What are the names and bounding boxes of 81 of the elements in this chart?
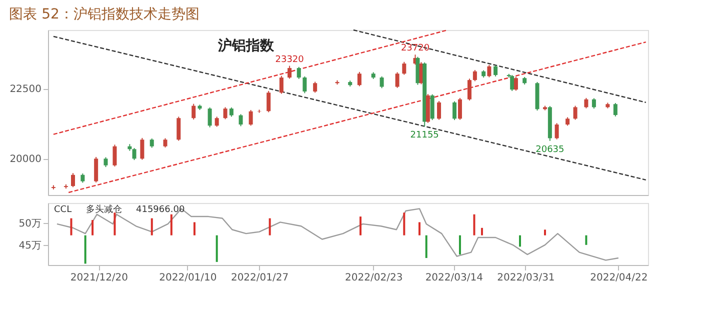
candlestick (357, 71, 362, 87)
candlestick (296, 66, 301, 80)
bar (193, 222, 196, 236)
candlestick (613, 102, 618, 117)
bar (92, 220, 94, 236)
y-tick-label: 45万 (18, 240, 42, 252)
annotation: CCL (54, 205, 72, 215)
candlestick (112, 144, 117, 167)
chart-title: 图表 52：沪铝指数技术走势图 (9, 6, 200, 22)
y-tick-label: 50万 (18, 218, 42, 230)
bar (585, 235, 588, 245)
annotation: 23720 (400, 44, 430, 54)
annotation: 沪铝指数 (217, 37, 275, 54)
bar (473, 214, 476, 236)
candlestick (71, 172, 75, 188)
candlestick (192, 103, 196, 120)
x-tick-label: 2022/04/22 (590, 272, 648, 284)
bar (268, 218, 271, 236)
bar (70, 218, 72, 236)
candlestick (150, 138, 154, 148)
candlestick (452, 100, 457, 121)
y-tick-label: 20000 (10, 154, 42, 166)
candlestick (554, 122, 559, 140)
candlestick (402, 61, 406, 76)
candlestick (430, 94, 434, 121)
candlestick (248, 109, 253, 126)
candlestick (472, 69, 477, 82)
candlestick (592, 98, 596, 110)
x-tick-label: 2022/03/14 (425, 272, 483, 284)
annotation: 20635 (536, 144, 564, 155)
candlestick (266, 90, 271, 113)
candlestick (437, 100, 442, 120)
bar (458, 235, 461, 255)
candlestick (514, 76, 518, 92)
bar (150, 218, 153, 236)
candlestick (80, 172, 85, 184)
candlestick (395, 72, 400, 88)
bar (544, 230, 546, 236)
candlestick (132, 148, 136, 161)
candlestick (140, 137, 144, 160)
candlestick (104, 156, 108, 168)
candlestick (458, 97, 462, 120)
annotation: 21155 (410, 130, 439, 140)
candlestick (584, 97, 588, 109)
candlestick (94, 156, 98, 183)
bar (425, 235, 428, 258)
candlestick (238, 114, 243, 127)
x-tick-label: 2022/01/10 (159, 272, 217, 284)
candlestick (229, 106, 234, 118)
candlestick (208, 106, 212, 128)
candlestick (467, 78, 472, 101)
bar (519, 235, 522, 247)
bar (84, 235, 86, 264)
bar (480, 228, 483, 236)
y-tick-label: 22500 (10, 84, 42, 96)
candlestick (279, 75, 284, 94)
x-tick-label: 2022/03/31 (497, 272, 555, 284)
candlestick (302, 76, 307, 94)
annotation: 23320 (275, 54, 304, 65)
x-tick-label: 2022/01/27 (230, 272, 289, 284)
candlestick (223, 106, 228, 120)
candlestick (380, 76, 384, 89)
bar (360, 216, 362, 236)
x-tick-label: 2021/12/20 (70, 272, 128, 284)
bar (170, 214, 172, 236)
bar (418, 222, 420, 236)
annotation: 多头减仓 (86, 204, 122, 215)
candlestick (288, 65, 292, 80)
bar (403, 212, 406, 236)
bar (216, 235, 218, 262)
candlestick (510, 74, 514, 92)
candlestick (313, 81, 318, 94)
candlestick (494, 64, 498, 77)
bar (114, 212, 116, 236)
annotation: 415966.00 (136, 205, 185, 215)
candlestick (487, 64, 492, 78)
candlestick (214, 116, 219, 128)
candlestick (573, 105, 578, 120)
candlestick (163, 138, 168, 148)
candlestick (176, 116, 181, 142)
x-tick-label: 2022/02/23 (345, 272, 403, 284)
